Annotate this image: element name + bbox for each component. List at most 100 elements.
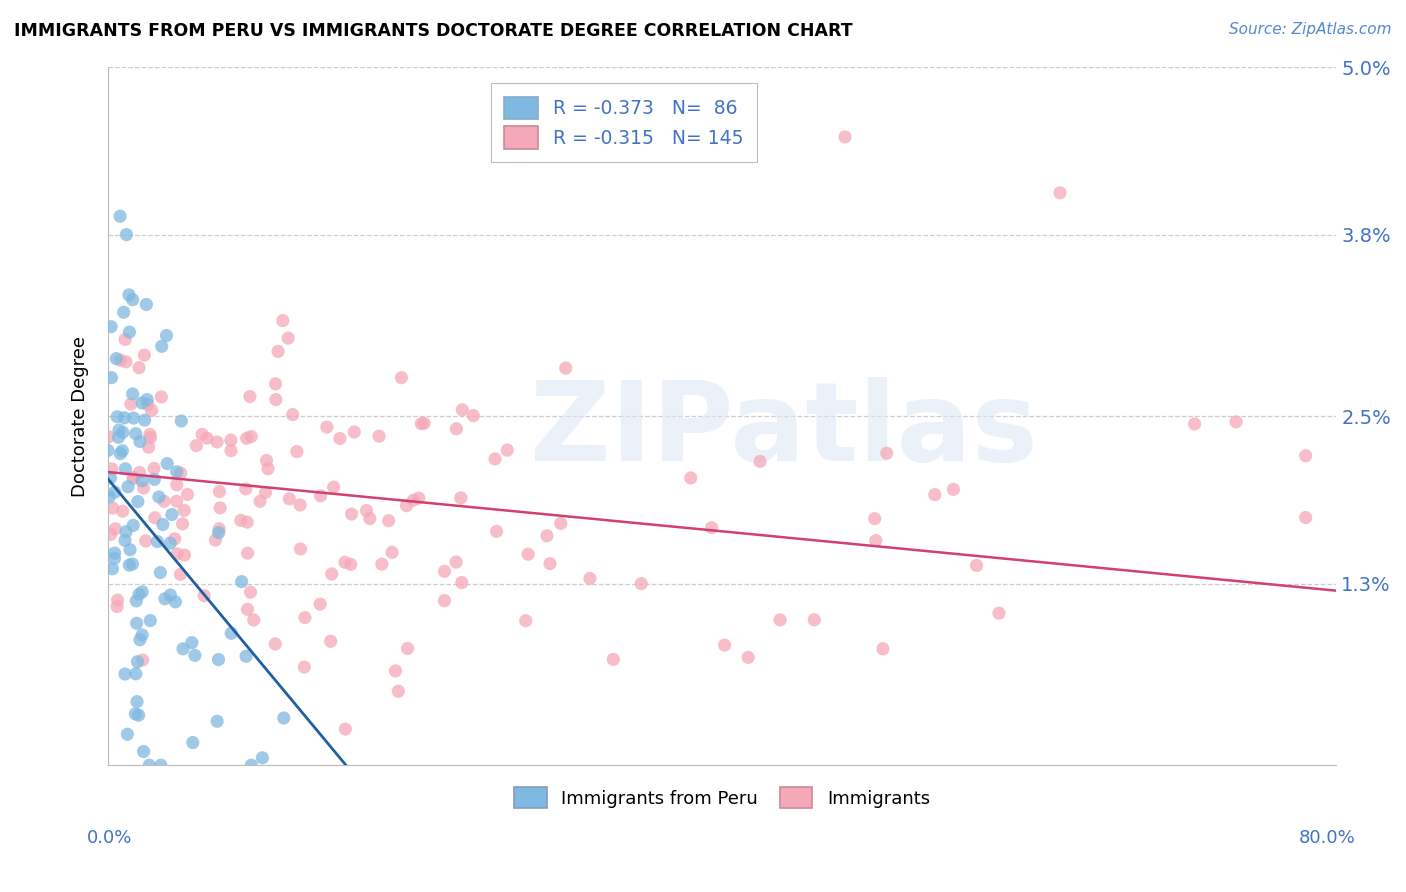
Point — [127, 655, 149, 669]
Point — [359, 511, 381, 525]
Point — [292, 660, 315, 674]
Point — [132, 481, 155, 495]
Point — [391, 370, 413, 384]
Point — [381, 545, 404, 559]
Point — [872, 641, 894, 656]
Point — [181, 735, 204, 749]
Point — [444, 555, 467, 569]
Point — [803, 613, 825, 627]
Point — [146, 534, 169, 549]
Point — [252, 751, 274, 765]
Point — [235, 482, 257, 496]
Point — [769, 613, 792, 627]
Point — [208, 525, 231, 540]
Point — [111, 443, 134, 458]
Point — [131, 653, 153, 667]
Point — [315, 420, 337, 434]
Point — [966, 558, 988, 573]
Point — [450, 491, 472, 505]
Point — [131, 585, 153, 599]
Point — [236, 546, 259, 560]
Point — [135, 533, 157, 548]
Point — [249, 494, 271, 508]
Point — [264, 376, 287, 391]
Point — [117, 480, 139, 494]
Point — [433, 565, 456, 579]
Point — [942, 483, 965, 497]
Point — [309, 489, 332, 503]
Point — [208, 522, 231, 536]
Text: ZIPatlas: ZIPatlas — [530, 376, 1038, 483]
Point — [149, 566, 172, 580]
Point — [865, 533, 887, 548]
Point — [118, 325, 141, 339]
Point — [170, 414, 193, 428]
Point — [141, 403, 163, 417]
Point — [579, 572, 602, 586]
Point — [131, 474, 153, 488]
Point — [290, 541, 312, 556]
Point — [129, 632, 152, 647]
Point — [143, 472, 166, 486]
Point — [134, 348, 156, 362]
Point — [876, 446, 898, 460]
Point — [166, 494, 188, 508]
Point — [538, 557, 561, 571]
Text: Source: ZipAtlas.com: Source: ZipAtlas.com — [1229, 22, 1392, 37]
Point — [294, 610, 316, 624]
Point — [484, 451, 506, 466]
Point — [166, 465, 188, 479]
Point — [159, 588, 181, 602]
Point — [169, 567, 191, 582]
Point — [125, 594, 148, 608]
Point — [377, 514, 399, 528]
Point — [1295, 449, 1317, 463]
Point — [193, 589, 215, 603]
Point — [108, 209, 131, 223]
Point — [114, 333, 136, 347]
Point — [139, 427, 162, 442]
Point — [924, 487, 946, 501]
Point — [128, 587, 150, 601]
Point — [267, 344, 290, 359]
Point — [368, 429, 391, 443]
Point — [114, 533, 136, 548]
Point — [108, 423, 131, 437]
Point — [115, 227, 138, 242]
Point — [111, 425, 134, 440]
Point — [100, 319, 122, 334]
Point — [131, 396, 153, 410]
Point — [242, 613, 264, 627]
Point — [186, 439, 208, 453]
Point — [122, 471, 145, 485]
Point — [127, 494, 149, 508]
Point — [273, 711, 295, 725]
Point — [124, 706, 146, 721]
Point — [536, 529, 558, 543]
Point — [143, 510, 166, 524]
Point — [630, 576, 652, 591]
Point — [239, 390, 262, 404]
Point — [148, 490, 170, 504]
Point — [554, 361, 576, 376]
Point — [515, 614, 537, 628]
Point — [97, 430, 120, 444]
Point — [105, 599, 128, 614]
Point — [134, 413, 156, 427]
Point — [103, 546, 125, 560]
Point — [103, 551, 125, 566]
Point — [256, 453, 278, 467]
Point — [281, 408, 304, 422]
Point — [737, 650, 759, 665]
Point — [110, 447, 132, 461]
Point — [239, 585, 262, 599]
Point — [166, 478, 188, 492]
Point — [149, 758, 172, 772]
Point — [339, 558, 361, 572]
Point — [107, 593, 129, 607]
Point — [433, 593, 456, 607]
Point — [104, 522, 127, 536]
Text: 0.0%: 0.0% — [87, 829, 132, 847]
Point — [173, 548, 195, 562]
Legend: Immigrants from Peru, Immigrants: Immigrants from Peru, Immigrants — [508, 780, 938, 815]
